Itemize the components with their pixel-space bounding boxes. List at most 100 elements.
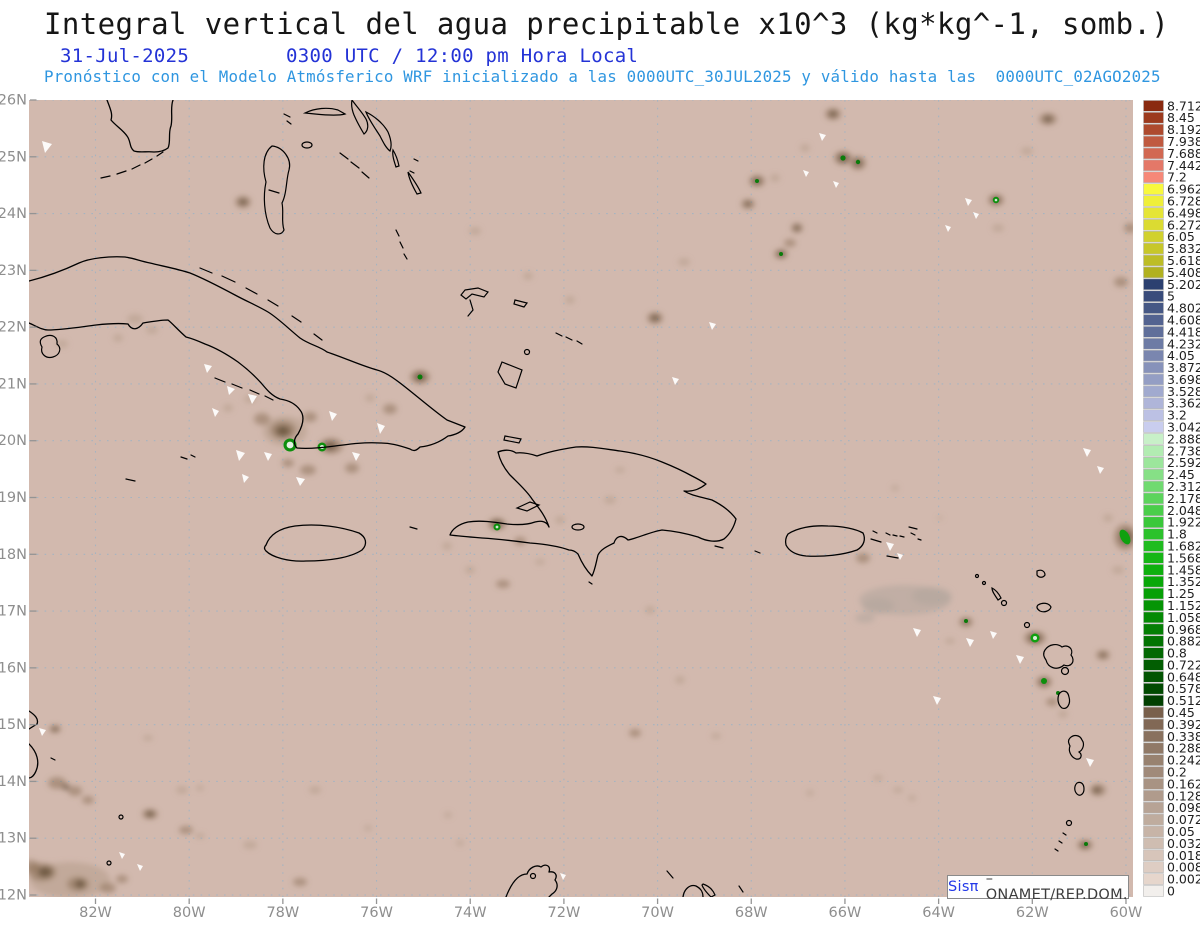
lat-label: 16N	[0, 660, 27, 676]
colorbar-swatch	[1143, 433, 1164, 445]
colorbar-value: 0.392	[1167, 717, 1200, 732]
florida-keys	[100, 151, 164, 179]
colorbar-swatch	[1143, 790, 1164, 802]
little-inagua	[523, 348, 531, 356]
great-inagua	[497, 361, 523, 389]
colorbar-swatch	[1143, 123, 1164, 136]
colorbar-swatch	[1143, 290, 1164, 302]
cayman-islands	[125, 454, 196, 482]
lon-label: 62W	[1016, 905, 1049, 921]
colorbar-swatch	[1143, 635, 1164, 647]
colorbar-swatch	[1143, 338, 1164, 350]
colorbar-swatch	[1143, 540, 1164, 552]
lon-label: 72W	[548, 905, 581, 921]
colorbar-value: 2.888	[1167, 431, 1200, 446]
mona	[754, 550, 761, 554]
lat-label: 25N	[0, 149, 27, 165]
lat-label: 22N	[0, 320, 27, 336]
colorbar-swatch	[1143, 195, 1164, 207]
lon-label: 64W	[922, 905, 955, 921]
colorbar-value: 0.162	[1167, 776, 1200, 791]
colorbar-value: 3.528	[1167, 384, 1200, 399]
st-kitts	[991, 587, 1002, 601]
colorbar-swatch	[1143, 457, 1164, 469]
lon-label: 74W	[454, 905, 487, 921]
lat-label: 19N	[0, 490, 27, 506]
colorbar-swatch	[1143, 171, 1164, 183]
colorbar-value: 0.338	[1167, 729, 1200, 744]
colorbar-value: 7.938	[1167, 134, 1200, 149]
lon-label: 70W	[641, 905, 674, 921]
colorbar-value: 8.192	[1167, 122, 1200, 137]
colorbar-swatch	[1143, 564, 1164, 576]
colorbar-swatch	[1143, 742, 1164, 754]
saona	[714, 545, 724, 549]
colorbar-value: 8.45	[1167, 110, 1195, 125]
lon-label: 76W	[360, 905, 393, 921]
colorbar-value: 0.128	[1167, 788, 1200, 803]
colorbar-swatch	[1143, 480, 1164, 493]
colorbar-value: 3.698	[1167, 372, 1200, 387]
colorbar-swatch	[1143, 647, 1164, 659]
colorbar-swatch	[1143, 706, 1164, 719]
colorbar-value: 1.152	[1167, 598, 1200, 613]
gonave	[515, 501, 541, 512]
virgin-islands	[885, 532, 905, 559]
colorbar-swatch	[1143, 671, 1164, 683]
colorbar-value: 4.802	[1167, 301, 1200, 316]
marie-galante	[1060, 666, 1070, 676]
colorbar-swatch	[1143, 492, 1164, 505]
colorbar-swatch	[1143, 361, 1164, 374]
st-vincent	[1065, 819, 1073, 827]
colorbar-value: 6.728	[1167, 194, 1200, 209]
colorbar-swatch	[1143, 694, 1164, 707]
colorbar-value: 2.592	[1167, 455, 1200, 470]
colorbar-value: 0	[1167, 884, 1175, 899]
colorbar-value: 1.458	[1167, 562, 1200, 577]
colorbar-swatch	[1143, 778, 1164, 790]
bonaire	[738, 885, 744, 893]
lat-label: 12N	[0, 888, 27, 904]
bahamas-long-island	[407, 171, 422, 195]
colorbar-value: 0.648	[1167, 669, 1200, 684]
attribution-text: – ONAMET/REP.DOM.	[985, 871, 1128, 903]
bahamas-crooked-acklins	[460, 287, 489, 317]
colorbar-labels: 8.7128.458.1927.9387.6887.4427.26.9626.7…	[1167, 98, 1200, 898]
colorbar-swatch	[1143, 528, 1164, 540]
date-label: 31-Jul-2025	[60, 45, 190, 67]
colorbar-swatch	[1143, 801, 1164, 814]
colorbar-value: 1.682	[1167, 539, 1200, 554]
sispi-logo: Sisπ	[948, 879, 979, 895]
colorbar-value: 6.962	[1167, 182, 1200, 197]
bahamas-abaco	[351, 100, 369, 135]
lon-label: 60W	[1110, 905, 1143, 921]
colorbar-value: 7.688	[1167, 146, 1200, 161]
colorbar-swatch	[1143, 159, 1164, 172]
time-label: 0300 UTC / 12:00 pm Hora Local	[286, 45, 639, 67]
lat-label: 13N	[0, 831, 27, 847]
guadeloupe	[1043, 644, 1074, 669]
colorbar-value: 2.178	[1167, 491, 1200, 506]
colorbar-value: 0.45	[1167, 705, 1195, 720]
colorbar-value: 3.872	[1167, 360, 1200, 375]
colorbar-swatch	[1143, 349, 1164, 362]
bahamas-mayaguana	[513, 299, 529, 308]
colorbar-value: 1.058	[1167, 610, 1200, 625]
lat-label: 24N	[0, 206, 27, 222]
colorbar-value: 4.232	[1167, 336, 1200, 351]
coastline-florida	[106, 100, 174, 153]
lon-label: 78W	[266, 905, 299, 921]
colorbar-swatch	[1143, 112, 1164, 124]
colorbar-swatch	[1143, 100, 1164, 112]
colorbar-value: 4.608	[1167, 313, 1200, 328]
colorbar-value: 5.202	[1167, 277, 1200, 292]
colorbar-swatch	[1143, 849, 1164, 862]
grenadines	[1054, 832, 1067, 852]
bahamas-new-providence	[301, 141, 313, 149]
colorbar-value: 0.882	[1167, 634, 1200, 649]
miskito-cay	[50, 757, 56, 761]
colorbar-value: 7.2	[1167, 170, 1187, 185]
lat-label: 18N	[0, 547, 27, 563]
forecast-subtitle: Pronóstico con el Modelo Atmósferico WRF…	[44, 67, 1161, 86]
axis-ticks	[30, 99, 1127, 904]
